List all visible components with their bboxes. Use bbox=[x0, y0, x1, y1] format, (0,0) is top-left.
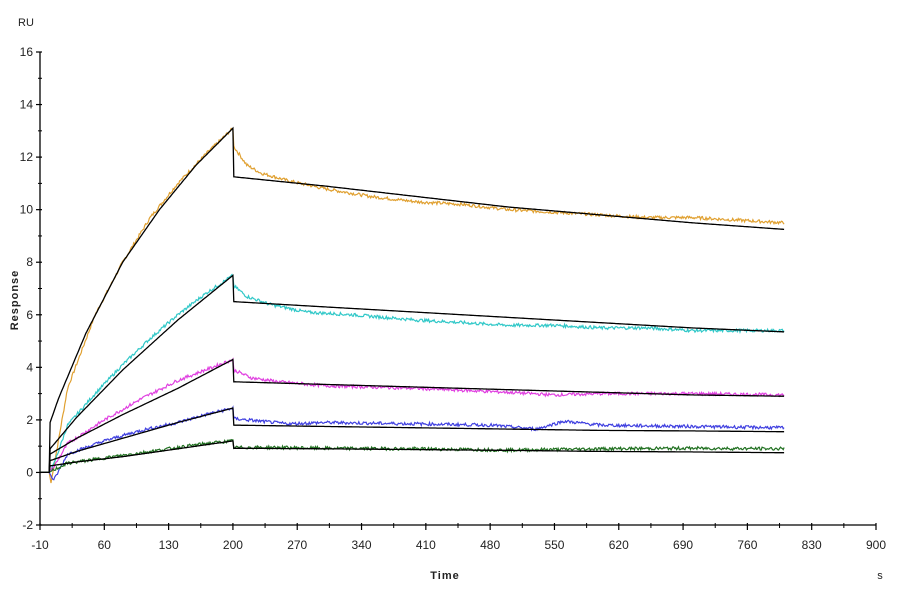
y-unit-label: RU bbox=[18, 17, 34, 29]
x-tick-label: 410 bbox=[416, 538, 436, 552]
data-trace bbox=[40, 405, 785, 481]
x-tick-label: 480 bbox=[480, 538, 500, 552]
x-tick-label: 550 bbox=[544, 538, 564, 552]
data-trace bbox=[40, 273, 785, 473]
fit-trace bbox=[40, 126, 785, 474]
y-axis-title: Response bbox=[9, 270, 21, 331]
x-tick-label: -10 bbox=[31, 538, 49, 552]
y-tick-label: 8 bbox=[26, 255, 33, 269]
x-tick-label: 760 bbox=[737, 538, 757, 552]
data-trace bbox=[40, 438, 785, 473]
x-tick-label: 900 bbox=[866, 538, 886, 552]
fit-trace bbox=[40, 440, 785, 474]
y-tick-label: 0 bbox=[26, 465, 33, 479]
y-tick-label: 14 bbox=[20, 98, 34, 112]
x-tick-label: 130 bbox=[159, 538, 179, 552]
y-tick-label: 4 bbox=[26, 360, 33, 374]
y-tick-label: 10 bbox=[20, 203, 34, 217]
x-tick-label: 340 bbox=[352, 538, 372, 552]
data-trace bbox=[40, 127, 785, 484]
series-curve-2 bbox=[40, 273, 785, 474]
x-axis-title: Time bbox=[430, 570, 459, 582]
y-tick-label: -2 bbox=[22, 518, 33, 532]
series-curve-5 bbox=[40, 438, 785, 474]
data-trace bbox=[40, 357, 785, 473]
x-unit-label: s bbox=[877, 570, 883, 582]
fit-trace bbox=[40, 274, 785, 474]
y-tick-label: 12 bbox=[20, 150, 34, 164]
series-curve-3 bbox=[40, 357, 785, 474]
series-curve-1 bbox=[40, 126, 785, 484]
x-tick-label: 690 bbox=[673, 538, 693, 552]
series-layer bbox=[40, 126, 785, 484]
fit-trace bbox=[40, 358, 785, 474]
x-tick-label: 60 bbox=[98, 538, 112, 552]
fit-trace bbox=[40, 407, 785, 474]
x-tick-label: 200 bbox=[223, 538, 243, 552]
x-tick-label: 830 bbox=[802, 538, 822, 552]
x-tick-label: 620 bbox=[609, 538, 629, 552]
y-tick-label: 6 bbox=[26, 308, 33, 322]
axes: -2 0 2 4 6 8 10 12 14 16 -10 60 130 200 270 340 410 480 55… bbox=[20, 45, 887, 552]
y-tick-label: 2 bbox=[26, 413, 33, 427]
x-tick-label: 270 bbox=[287, 538, 307, 552]
series-curve-4 bbox=[40, 405, 785, 481]
y-tick-label: 16 bbox=[20, 45, 34, 59]
